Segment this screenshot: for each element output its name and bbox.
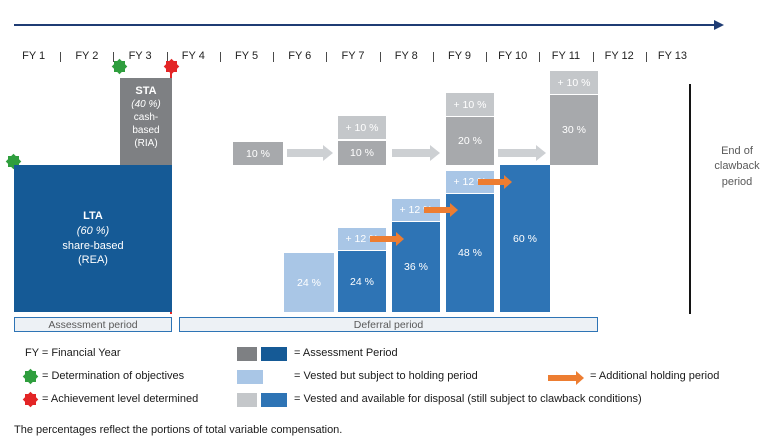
clawback-end-line: [689, 84, 691, 314]
sta-vested-box: 10 %: [338, 141, 386, 165]
achievement-star-icon: [25, 394, 36, 405]
legend-fy-definition: FY = Financial Year: [25, 347, 121, 359]
lta-percent: (60 %): [76, 224, 110, 237]
fy-label: FY 7: [326, 50, 379, 62]
fy-label: FY 12: [592, 50, 646, 62]
lta-holding-box: 24 %: [284, 253, 334, 312]
lta-type: share-based: [62, 239, 124, 252]
lta-box: LTA (60 %) share-based (REA): [14, 165, 172, 312]
fy-label: FY 3: [113, 50, 166, 62]
fy-label: FY 4: [166, 50, 220, 62]
legend-achievement: = Achievement level determined: [42, 393, 199, 405]
sta-title: STA: [135, 85, 157, 97]
fiscal-year-axis: FY 1 FY 2 FY 3 FY 4 FY 5 FY 6 FY 7 FY 8 …: [7, 50, 699, 62]
determination-star-icon: [114, 61, 125, 72]
fy-label: FY 2: [60, 50, 113, 62]
additional-holding-arrow-icon: [424, 203, 458, 217]
fy-label: FY 6: [273, 50, 326, 62]
sta-vested-box: 20 %: [446, 117, 494, 165]
assessment-period-bar: Assessment period: [14, 317, 172, 332]
clawback-end-label: End of clawback period: [714, 145, 760, 188]
sta-type: cash-based: [132, 112, 160, 137]
fy-label: FY 9: [432, 50, 486, 62]
sta-vested-box: 10 %: [233, 142, 283, 165]
sta-increment-box: + 10 %: [338, 116, 386, 139]
holding-arrow-icon: [498, 145, 546, 161]
lta-title: LTA: [83, 209, 103, 222]
legend-vested-holding: = Vested but subject to holding period: [294, 370, 478, 382]
sta-vested-box: 30 %: [550, 95, 598, 165]
deferral-period-bar: Deferral period: [179, 317, 598, 332]
sta-increment-box: + 10 %: [550, 71, 598, 94]
fy-label: FY 5: [219, 50, 273, 62]
sta-abbr: (RIA): [134, 138, 158, 150]
sta-box: STA (40 %) cash-based (RIA): [120, 78, 172, 165]
timeline-arrow: [14, 20, 724, 30]
fy-label: FY 13: [645, 50, 699, 62]
sta-increment-box: + 10 %: [446, 93, 494, 116]
legend-vested-disposal: = Vested and available for disposal (sti…: [294, 393, 642, 405]
additional-holding-arrow-icon: [548, 371, 584, 385]
legend-additional-holding: = Additional holding period: [590, 370, 720, 382]
legend-determination: = Determination of objectives: [42, 370, 185, 382]
determination-star-icon: [25, 371, 36, 382]
additional-holding-arrow-icon: [370, 232, 404, 246]
legend-assessment-period: = Assessment Period: [294, 347, 398, 359]
determination-star-icon: [8, 156, 19, 167]
sta-percent: (40 %): [131, 99, 161, 111]
holding-blue-swatch: [237, 370, 263, 384]
lta-vested-box: 60 %: [500, 165, 550, 312]
lta-abbr: (REA): [78, 254, 108, 267]
assessment-gray-swatch: [237, 347, 257, 361]
disposal-gray-swatch: [237, 393, 257, 407]
fy-label: FY 8: [379, 50, 433, 62]
lta-increment-box: + 12 %: [338, 228, 386, 250]
holding-arrow-icon: [392, 145, 440, 161]
holding-arrow-icon: [287, 145, 333, 161]
disposal-blue-swatch: [261, 393, 287, 407]
fy-label: FY 10: [486, 50, 539, 62]
assessment-blue-swatch: [261, 347, 287, 361]
fy-label: FY 11: [539, 50, 592, 62]
fy-label: FY 1: [22, 50, 46, 62]
footnote: The percentages reflect the portions of …: [14, 424, 343, 436]
additional-holding-arrow-icon: [478, 175, 512, 189]
lta-vested-box: 24 %: [338, 251, 386, 312]
